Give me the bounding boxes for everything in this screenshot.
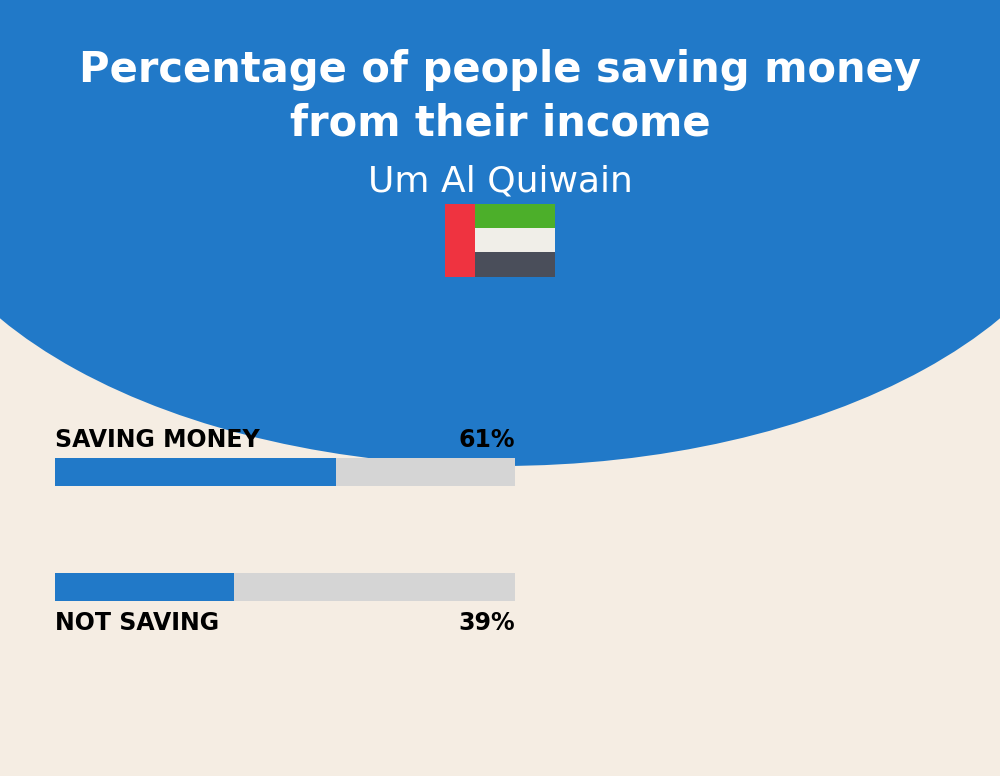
- Bar: [445, 203, 555, 276]
- Text: NOT SAVING: NOT SAVING: [55, 611, 219, 635]
- Bar: [55, 573, 515, 601]
- Text: 61%: 61%: [458, 428, 515, 452]
- Text: SAVING MONEY: SAVING MONEY: [55, 428, 260, 452]
- Text: Um Al Quiwain: Um Al Quiwain: [368, 165, 632, 199]
- Bar: [445, 203, 475, 276]
- Bar: [55, 458, 515, 486]
- Bar: [55, 458, 336, 486]
- Bar: [55, 573, 234, 601]
- Text: from their income: from their income: [290, 103, 710, 145]
- Text: 39%: 39%: [458, 611, 515, 635]
- Bar: [475, 252, 555, 276]
- Ellipse shape: [0, 0, 1000, 466]
- Bar: [475, 228, 555, 252]
- Text: Percentage of people saving money: Percentage of people saving money: [79, 49, 921, 91]
- Bar: [475, 203, 555, 228]
